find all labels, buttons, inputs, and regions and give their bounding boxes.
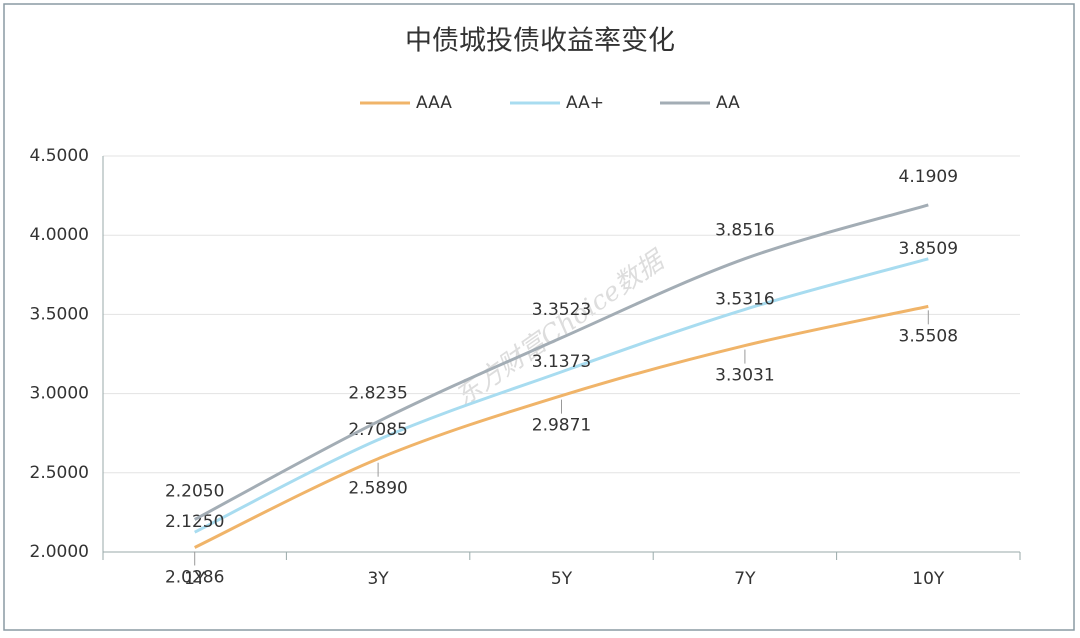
legend-label: AAA xyxy=(416,93,452,113)
series-line xyxy=(194,257,929,534)
y-tick-label: 4.5000 xyxy=(30,146,89,166)
data-label: 3.3031 xyxy=(715,366,774,386)
x-tick-label: 3Y xyxy=(367,569,389,589)
x-tick-label: 7Y xyxy=(734,569,756,589)
data-label: 2.8235 xyxy=(348,384,407,404)
data-label: 2.5890 xyxy=(348,479,407,499)
chart-title: 中债城投债收益率变化 xyxy=(405,26,675,57)
legend-label: AA+ xyxy=(566,93,604,113)
y-tick-label: 3.5000 xyxy=(30,304,89,324)
data-label: 2.0286 xyxy=(165,567,224,587)
data-label: 4.1909 xyxy=(899,167,958,187)
data-label: 3.5508 xyxy=(899,326,958,346)
data-label: 3.8516 xyxy=(715,221,774,241)
legend-label: AA xyxy=(716,93,740,113)
y-tick-label: 4.0000 xyxy=(30,225,89,245)
x-tick-label: 10Y xyxy=(912,569,945,589)
data-label: 3.3523 xyxy=(532,300,591,320)
data-label: 3.8509 xyxy=(899,239,958,259)
data-label: 2.2050 xyxy=(165,482,224,502)
data-label: 2.9871 xyxy=(532,416,591,436)
series-line xyxy=(194,304,929,549)
y-tick-label: 2.0000 xyxy=(30,542,89,562)
data-label: 3.5316 xyxy=(715,289,774,309)
y-tick-label: 3.0000 xyxy=(30,384,89,404)
x-tick-label: 1Y xyxy=(184,569,206,589)
data-label: 2.1250 xyxy=(165,512,224,532)
x-tick-label: 5Y xyxy=(551,569,573,589)
data-label: 2.7085 xyxy=(348,420,407,440)
y-tick-label: 2.5000 xyxy=(30,463,89,483)
series-line xyxy=(193,203,929,521)
data-label: 3.1373 xyxy=(532,352,591,372)
chart-frame xyxy=(3,3,1075,631)
